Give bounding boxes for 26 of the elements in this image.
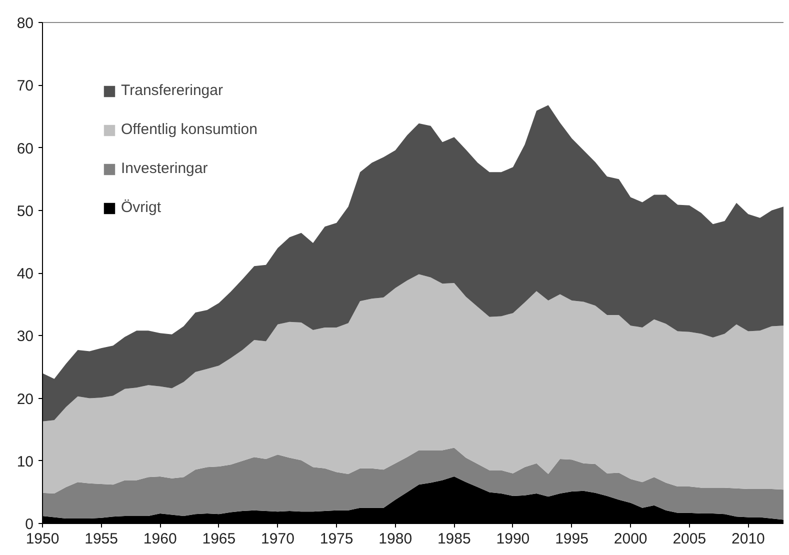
x-tick-label: 2010 — [732, 530, 765, 548]
y-tick-label: 10 — [16, 453, 34, 470]
y-tick-label: 40 — [16, 266, 34, 282]
y-tick-label: 0 — [25, 516, 34, 533]
y-tick-label: 20 — [16, 390, 34, 408]
y-tick-label: 70 — [16, 78, 34, 95]
legend-label: Övrigt — [121, 199, 162, 216]
y-tick-label: 80 — [16, 15, 34, 32]
y-tick-label: 60 — [16, 140, 34, 158]
x-tick-label: 1950 — [26, 530, 60, 548]
y-tick-label: 30 — [16, 328, 34, 346]
x-tick-label: 1955 — [84, 530, 118, 548]
x-tick-label: 1995 — [555, 530, 588, 548]
x-tick-label: 1960 — [143, 530, 177, 548]
legend-label: Offentlig konsumtion — [121, 121, 258, 138]
x-tick-label: 1965 — [202, 530, 236, 548]
y-tick-label: 50 — [16, 202, 34, 220]
x-tick-label: 1985 — [437, 530, 471, 548]
x-tick-label: 1975 — [320, 530, 354, 548]
x-tick-label: 2005 — [672, 530, 706, 548]
legend-label: Investeringar — [121, 160, 208, 177]
x-tick-label: 1990 — [496, 530, 530, 548]
legend-label: Transfereringar — [121, 82, 223, 99]
x-tick-label: 1980 — [378, 530, 412, 548]
x-tick-label: 1970 — [261, 530, 294, 548]
x-tick-label: 2000 — [614, 530, 648, 548]
